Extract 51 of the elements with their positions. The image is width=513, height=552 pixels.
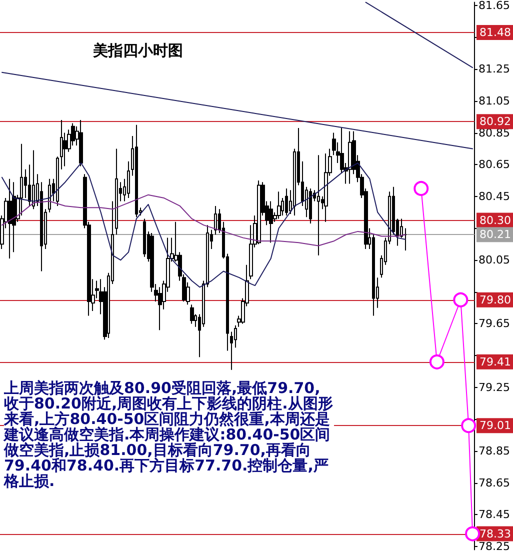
ref-line-label: 80.30 [480, 214, 512, 227]
candlestick [56, 156, 59, 206]
candlestick [324, 152, 328, 222]
line-series [1, 194, 406, 246]
candlestick [79, 120, 83, 167]
ref-line-label: 80.92 [480, 115, 512, 128]
y-tick-label: 80.65 [478, 158, 510, 172]
y-tick-label: 78.45 [478, 508, 510, 522]
y-tick-label: 78.65 [478, 476, 510, 490]
ref-line-label: 78.33 [480, 527, 512, 540]
candlestick [8, 178, 12, 259]
ref-line-label: 81.48 [480, 26, 512, 40]
text: 美指四小时图 [92, 42, 183, 60]
candlestick [285, 188, 288, 216]
y-tick-label: 79.65 [478, 317, 510, 330]
y-tick-label: 80.05 [478, 254, 510, 267]
candlestick [135, 124, 138, 218]
y-tick-label: 79.25 [478, 380, 510, 394]
ref-line-label: 79.01 [480, 419, 512, 432]
annotation: 上周美指两次触及80.90受阻回落,最低79.70,收于80.20附近,周图收有上下影线的阴柱.从图形来看,上方80.40-50区间阻力仍然很重,本周还是建议逢高做空美指.本周操作建议:80.40-50区间做空美指,止损81.00,目标看向79.70,再看向79.40和78.40.再下方目标77.70.控制仓量,严格止损. [3, 378, 333, 490]
y-tick-label: 81.25 [478, 62, 510, 76]
candlestick [277, 191, 281, 220]
y-tick-label: 78.85 [478, 444, 510, 458]
candlestick [60, 120, 63, 170]
candlestick [317, 154, 320, 256]
point [429, 354, 444, 370]
y-tick-label: 78.25 [478, 540, 510, 552]
candlestick [309, 188, 312, 224]
candlestick [404, 228, 407, 252]
candlestick [48, 178, 51, 213]
line-series [1, 162, 406, 288]
candlestick [269, 200, 273, 244]
y-tick-label: 81.65 [478, 0, 510, 12]
y-tick-label: 81.05 [478, 94, 510, 108]
ref-line-label: 79.41 [480, 355, 512, 368]
ref-line-label: 79.80 [480, 293, 512, 306]
ref-line-label: 80.21 [480, 228, 512, 242]
candlestick [206, 224, 209, 288]
candlestick [214, 205, 217, 236]
candlestick [115, 148, 118, 236]
candlestick [32, 150, 35, 210]
y-tick-label: 80.45 [478, 190, 510, 203]
point [461, 418, 476, 434]
candlestick [257, 180, 261, 245]
candlestick [190, 304, 194, 324]
point [453, 292, 468, 308]
candlestick [127, 160, 130, 199]
candlestick [143, 218, 146, 258]
point [465, 526, 480, 542]
point [414, 180, 429, 196]
candlestick [348, 130, 352, 184]
